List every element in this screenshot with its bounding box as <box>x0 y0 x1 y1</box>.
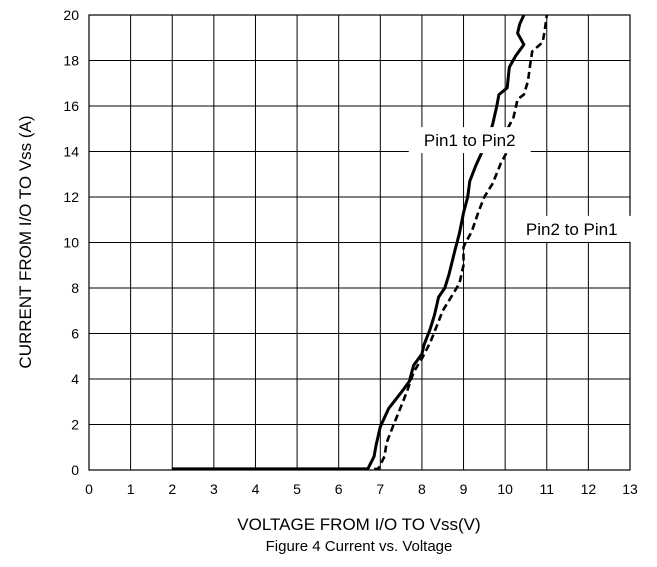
x-tick-label: 0 <box>85 481 93 497</box>
x-tick-label: 2 <box>168 481 176 497</box>
y-tick-label: 0 <box>71 462 79 478</box>
x-tick-label: 5 <box>293 481 301 497</box>
x-tick-label: 12 <box>581 481 597 497</box>
x-tick-label: 7 <box>376 481 384 497</box>
y-axis-label: CURRENT FROM I/O TO Vss (A) <box>16 115 35 368</box>
annotation-box <box>408 127 531 154</box>
annotation-box <box>510 215 633 242</box>
x-tick-label: 11 <box>539 481 554 497</box>
y-tick-label: 8 <box>71 280 79 296</box>
x-tick-label: 1 <box>127 481 135 497</box>
y-tick-label: 10 <box>63 235 79 251</box>
x-tick-label: 4 <box>252 481 260 497</box>
chart-series <box>172 14 549 471</box>
y-tick-label: 12 <box>63 189 79 205</box>
y-tick-label: 18 <box>63 53 79 69</box>
x-tick-label: 10 <box>497 481 513 497</box>
x-tick-label: 3 <box>210 481 218 497</box>
x-tick-label: 9 <box>460 481 468 497</box>
y-tick-label: 16 <box>63 98 79 114</box>
x-tick-label: 8 <box>418 481 426 497</box>
series-line-pin2-to-pin1 <box>374 14 549 471</box>
chart-annotations: Pin1 to Pin2 Pin2 to Pin1 <box>408 127 633 242</box>
y-tick-label: 20 <box>63 7 79 23</box>
x-tick-label: 6 <box>335 481 343 497</box>
chart-grid <box>88 14 631 471</box>
x-axis-label: VOLTAGE FROM I/O TO Vss(V) <box>237 515 480 534</box>
y-tick-label: 6 <box>71 326 79 342</box>
series-annotation: Pin1 to Pin2 <box>424 131 516 150</box>
x-tick-label: 13 <box>622 481 638 497</box>
y-tick-label: 14 <box>63 144 79 160</box>
figure-caption: Figure 4 Current vs. Voltage <box>266 538 453 555</box>
y-tick-label: 4 <box>71 371 79 387</box>
series-annotation: Pin2 to Pin1 <box>526 220 618 239</box>
series-line-pin1-to-pin2 <box>172 14 526 471</box>
y-tick-label: 2 <box>71 417 79 433</box>
